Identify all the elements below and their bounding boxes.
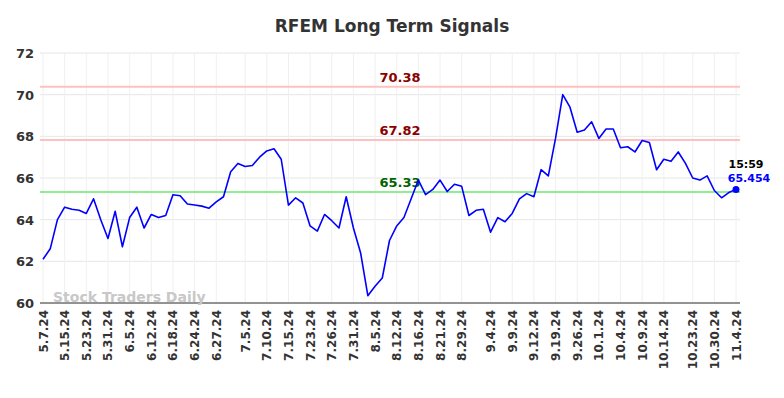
x-tick-label: 9.12.24 bbox=[527, 310, 541, 361]
last-value-label: 65.454 bbox=[728, 172, 771, 185]
y-tick-label: 64 bbox=[16, 213, 34, 228]
x-tick-label: 6.27.24 bbox=[210, 310, 224, 361]
x-tick-label: 7.26.24 bbox=[325, 310, 339, 361]
reference-label: 65.33 bbox=[379, 175, 420, 190]
plot-area bbox=[43, 95, 736, 296]
grid-line bbox=[440, 53, 441, 303]
grid-line bbox=[663, 53, 664, 303]
x-tick-label: 10.30.24 bbox=[708, 310, 722, 369]
grid-line bbox=[266, 53, 267, 303]
x-tick-label: 9.19.24 bbox=[549, 310, 563, 361]
x-tick-label: 8.12.24 bbox=[390, 310, 404, 361]
grid-line bbox=[40, 53, 740, 54]
watermark: Stock Traders Daily bbox=[53, 289, 206, 305]
x-tick-label: 10.1.24 bbox=[592, 310, 606, 361]
grid-line bbox=[43, 53, 44, 303]
x-tick-label: 7.5.24 bbox=[239, 310, 253, 353]
x-tick-label: 5.7.24 bbox=[37, 310, 51, 353]
x-tick-label: 7.31.24 bbox=[347, 310, 361, 361]
grid-line bbox=[310, 53, 311, 303]
grid-line bbox=[216, 53, 217, 303]
grid-line bbox=[620, 53, 621, 303]
grid-line bbox=[107, 53, 108, 303]
y-tick-label: 72 bbox=[16, 46, 34, 61]
x-tick-label: 10.4.24 bbox=[614, 310, 628, 361]
x-tick-label: 10.23.24 bbox=[686, 310, 700, 369]
grid-line bbox=[40, 94, 740, 95]
title: RFEM Long Term Signals bbox=[275, 16, 510, 36]
x-tick-label: 10.9.24 bbox=[636, 310, 650, 361]
grid-line bbox=[461, 53, 462, 303]
x-tick-label: 5.31.24 bbox=[101, 310, 115, 361]
price-line bbox=[43, 95, 736, 296]
x-tick-label: 6.18.24 bbox=[166, 310, 180, 361]
grid-line bbox=[40, 219, 740, 220]
x-tick-label: 7.15.24 bbox=[282, 310, 296, 361]
x-tick-label: 7.10.24 bbox=[260, 310, 274, 361]
reference-line bbox=[40, 86, 740, 88]
grid-line bbox=[86, 53, 87, 303]
reference-line bbox=[40, 191, 740, 193]
x-tick-label: 6.12.24 bbox=[145, 310, 159, 361]
grid-line bbox=[490, 53, 491, 303]
grid-line bbox=[288, 53, 289, 303]
x-tick-label: 8.16.24 bbox=[412, 310, 426, 361]
x-tick-label: 11.4.24 bbox=[730, 310, 744, 361]
grid-line bbox=[598, 53, 599, 303]
y-tick-label: 62 bbox=[16, 254, 34, 269]
time-label: 15:59 bbox=[728, 158, 763, 171]
reference-label: 67.82 bbox=[379, 123, 420, 138]
y-tick-label: 60 bbox=[16, 296, 34, 311]
x-tick-label: 10.14.24 bbox=[657, 310, 671, 369]
x-tick-label: 8.5.24 bbox=[369, 310, 383, 353]
grid-line bbox=[172, 53, 173, 303]
grid-line bbox=[194, 53, 195, 303]
y-tick-label: 66 bbox=[16, 171, 34, 186]
grid-line bbox=[151, 53, 152, 303]
x-tick-label: 9.4.24 bbox=[484, 310, 498, 353]
grid-line bbox=[129, 53, 130, 303]
grid-line bbox=[40, 261, 740, 262]
grid-line bbox=[642, 53, 643, 303]
chart: RFEM Long Term Signals 60 62 64 66 68 70 72 5.7.… bbox=[0, 0, 784, 398]
x-tick-label: 7.23.24 bbox=[304, 310, 318, 361]
x-tick-label: 5.23.24 bbox=[80, 310, 94, 361]
grid-line bbox=[245, 53, 246, 303]
x-tick-label: 6.24.24 bbox=[188, 310, 202, 361]
x-tick-label: 8.29.24 bbox=[455, 310, 469, 361]
y-tick-label: 70 bbox=[16, 88, 34, 103]
x-tick-label: 9.26.24 bbox=[571, 310, 585, 361]
grid-line bbox=[512, 53, 513, 303]
x-tick-label: 8.21.24 bbox=[434, 310, 448, 361]
grid-line bbox=[714, 53, 715, 303]
grid-line bbox=[533, 53, 534, 303]
reference-line bbox=[40, 139, 740, 141]
grid-line bbox=[331, 53, 332, 303]
grid-line bbox=[555, 53, 556, 303]
grid-line bbox=[577, 53, 578, 303]
last-point bbox=[733, 186, 740, 193]
reference-label: 70.38 bbox=[379, 70, 420, 85]
y-tick-label: 68 bbox=[16, 129, 34, 144]
grid-line bbox=[353, 53, 354, 303]
grid-line bbox=[375, 53, 376, 303]
x-tick-label: 9.9.24 bbox=[506, 310, 520, 353]
x-tick-label: 6.5.24 bbox=[123, 310, 137, 353]
x-tick-label: 5.15.24 bbox=[58, 310, 72, 361]
grid-line bbox=[64, 53, 65, 303]
